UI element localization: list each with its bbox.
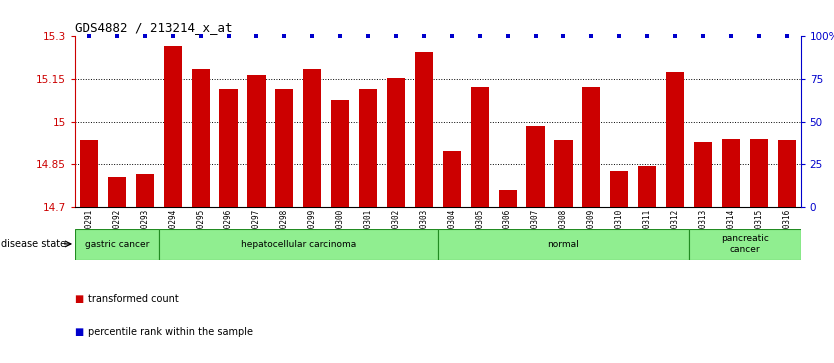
Bar [499,190,517,207]
Text: ■: ■ [74,327,84,337]
Bar [694,142,712,207]
Bar [689,229,801,260]
Text: ■: ■ [74,294,84,305]
Bar [721,139,740,207]
Text: GDS4882 / 213214_x_at: GDS4882 / 213214_x_at [75,21,233,34]
Bar [777,140,796,207]
Bar [470,87,489,207]
Text: hepatocellular carcinoma: hepatocellular carcinoma [241,240,356,249]
Bar [666,72,684,207]
Text: percentile rank within the sample: percentile rank within the sample [88,327,253,337]
Text: pancreatic
cancer: pancreatic cancer [721,234,769,254]
Bar [610,171,628,207]
Bar [192,69,209,207]
Bar [359,89,377,207]
Bar [387,78,405,207]
Text: disease state: disease state [1,239,66,249]
Bar [108,177,126,207]
Bar [438,229,689,260]
Bar [248,75,265,207]
Bar [219,89,238,207]
Bar [163,46,182,207]
Bar [275,89,294,207]
Bar [75,229,158,260]
Bar [136,174,154,207]
Bar [331,100,349,207]
Bar [158,229,438,260]
Text: gastric cancer: gastric cancer [85,240,149,249]
Bar [638,166,656,207]
Text: transformed count: transformed count [88,294,178,305]
Bar [555,140,572,207]
Bar [80,140,98,207]
Bar [582,87,600,207]
Bar [526,126,545,207]
Bar [304,69,321,207]
Bar [750,139,768,207]
Bar [414,52,433,207]
Bar [443,151,461,207]
Text: normal: normal [548,240,580,249]
